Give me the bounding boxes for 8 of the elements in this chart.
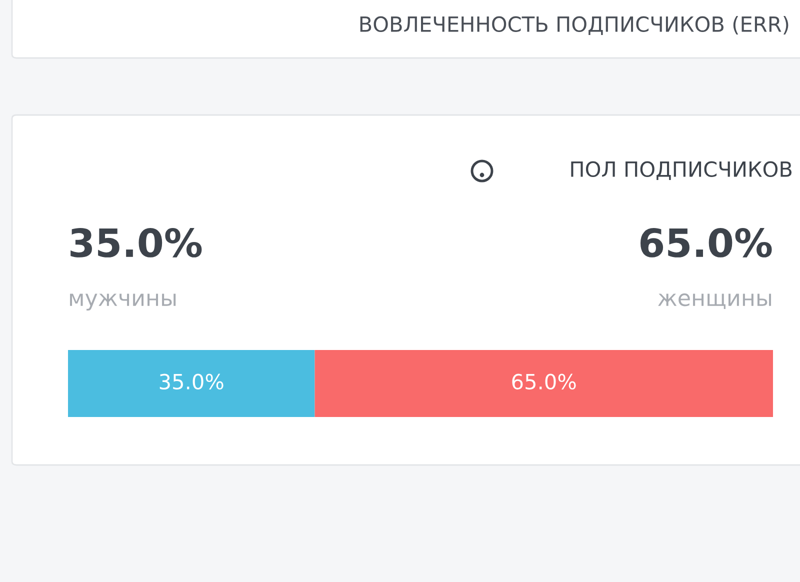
chart-title: ПОЛ ПОДПИСЧИКОВ — [571, 161, 792, 180]
data-label: 35.0% — [160, 374, 224, 390]
text: 65.0% — [640, 228, 772, 258]
data-label: 65.0% — [512, 374, 576, 390]
series-label: женщины — [658, 293, 772, 309]
text: ВОВЛЕЧЕННОСТЬ ПОДПИСЧИКОВ (ERR) — [360, 16, 788, 36]
series-label: мужчины — [70, 293, 176, 311]
text: 35.0% — [70, 228, 202, 258]
